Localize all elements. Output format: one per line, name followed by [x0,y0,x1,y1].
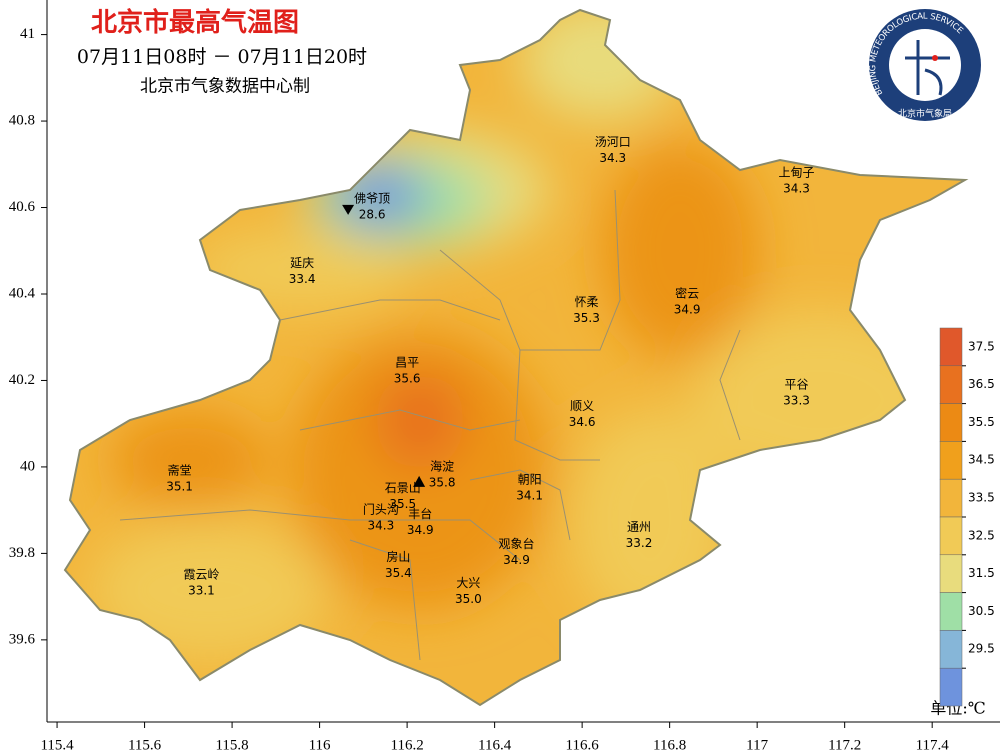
district-borders [119,189,741,661]
station-name: 怀柔 [575,295,599,309]
legend-swatch [939,592,963,631]
title: 北京市最高气温图 [91,7,299,38]
station-name: 顺义 [570,399,594,413]
station-name: 观象台 [498,536,534,551]
station-name: 密云 [675,285,699,300]
legend-swatch [939,667,963,707]
station-name: 大兴 [456,576,480,590]
legend-swatch [939,478,963,518]
legend-swatch [939,554,963,593]
station-value: 34.9 [503,553,530,567]
station-name: 通州 [627,520,651,534]
boundary [63,8,969,707]
x-tick-label: 116.4 [478,737,512,753]
x-tick-label: 115.8 [215,737,248,753]
y-tick-label: 39.6 [9,631,36,647]
y-tick-label: 40.8 [9,112,35,128]
station-name: 昌平 [395,356,419,370]
legend-label: 31.5 [968,566,995,580]
legend-label: 29.5 [968,642,995,656]
station-value: 35.0 [455,592,482,606]
time-range: 07月11日08时 － 07月11日20时 [77,46,367,68]
x-tick-label: 117.2 [828,737,861,753]
min-marker [342,204,355,215]
station-name: 平谷 [785,377,809,391]
station-value: 34.9 [407,523,434,537]
legend-swatch [939,327,963,367]
source: 北京市气象数据中心制 [140,77,310,97]
legend-label: 36.5 [968,377,995,391]
station-value: 33.4 [289,272,316,286]
station-name: 丰台 [408,506,432,521]
legend-swatch [939,630,963,669]
station-name: 门头沟 [363,502,399,517]
x-tick-label: 116 [309,737,331,753]
x-tick-label: 116.8 [653,737,686,753]
logo-text-zh: 北京市气象局 [898,108,952,120]
station-name: 斋堂 [168,463,192,478]
station-value: 33.2 [626,536,653,550]
y-tick-label: 40.2 [9,372,35,388]
station-value: 35.6 [394,372,421,386]
station-value: 35.5 [389,497,416,511]
station-name: 朝阳 [518,472,542,486]
station-name: 海淀 [430,458,454,473]
station-name: 上甸子 [779,165,815,179]
station-name: 汤河口 [595,135,631,149]
legend-swatch [939,403,963,442]
y-tick-label: 40.4 [9,285,36,301]
legend-swatch [939,441,963,480]
x-tick-label: 116.6 [566,737,600,753]
station-name: 霞云岭 [183,568,219,582]
y-tick-label: 41 [20,26,35,42]
x-tick-label: 115.4 [40,737,74,753]
station-name: 房山 [386,549,410,564]
station-value: 35.1 [166,480,193,494]
max-marker [413,475,426,487]
station-value: 34.3 [599,151,626,165]
station-value: 34.3 [783,181,810,195]
legend-label: 30.5 [968,604,995,618]
station-name: 石景山 [385,481,421,495]
legend-label: 34.5 [968,453,995,467]
x-tick-label: 115.6 [128,737,162,753]
x-tick-label: 116.2 [391,737,424,753]
legend-label: 33.5 [968,491,995,505]
station-name: 延庆 [290,256,314,270]
x-tick-label: 117.4 [916,737,950,753]
station-value: 34.6 [569,415,596,429]
station-value: 33.3 [783,393,810,407]
y-tick-label: 40.6 [9,199,36,215]
station-value: 28.6 [359,207,386,221]
legend-label: 35.5 [968,415,995,429]
station-value: 34.1 [516,488,543,502]
legend-swatch [939,365,963,404]
legend-label: 32.5 [968,528,995,542]
station-value: 35.3 [573,311,600,325]
station-value: 34.3 [367,519,394,533]
legend-swatch [939,516,963,556]
station-name: 佛爷顶 [354,191,390,205]
station-value: 34.9 [674,302,701,316]
y-tick-label: 39.8 [9,545,35,561]
legend-label: 37.5 [968,339,995,353]
logo: BEIJING METEOROLOGICAL SERVICE 北京市气象局 [868,9,981,121]
station-value: 35.8 [429,475,456,489]
x-tick-label: 117 [746,737,768,753]
station-value: 35.4 [385,566,412,580]
station-value: 33.1 [188,584,215,598]
y-tick-label: 40 [20,458,35,474]
